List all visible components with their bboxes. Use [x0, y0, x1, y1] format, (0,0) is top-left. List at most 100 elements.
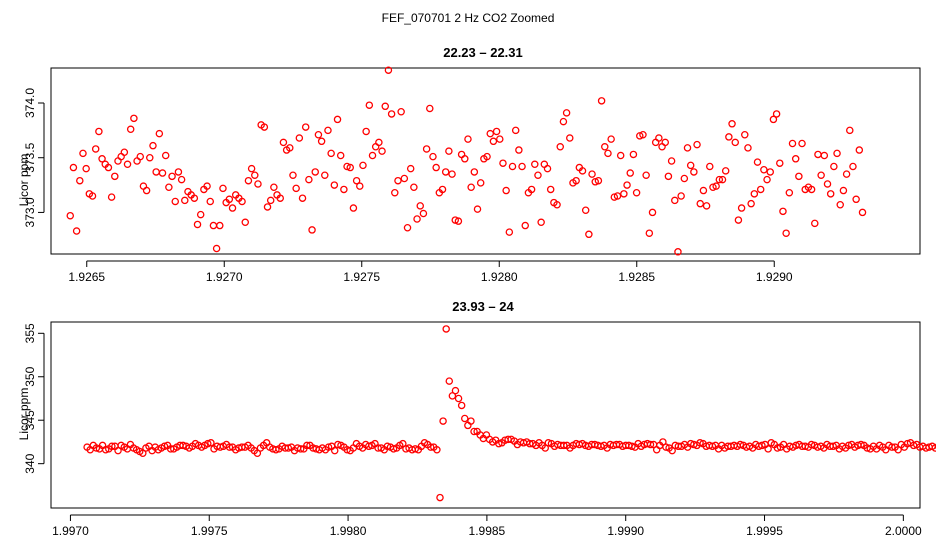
panel-top-data-point [616, 151, 625, 160]
panel-top-data-point [161, 151, 170, 160]
panel-top-data-point [295, 134, 304, 142]
panel-top-data-point [725, 133, 733, 141]
panel-top-data-point [340, 185, 348, 194]
page-title: FEF_070701 2 Hz CO2 Zoomed [382, 11, 555, 25]
panel-top-data-point [756, 185, 765, 194]
panel-top-data-point [104, 163, 113, 172]
panel-bottom-data-point [207, 439, 215, 447]
panel-top-data-point [216, 221, 224, 230]
panel-bottom-x-tick-label: 2.0000 [885, 524, 922, 538]
panel-top-data-point [375, 138, 383, 147]
panel-top-data-point [639, 130, 647, 139]
panel-top-data-point [527, 185, 536, 194]
panel-top-data-point [330, 181, 339, 189]
panel-top-data-point [623, 181, 631, 189]
panel-bottom-data-point [101, 446, 110, 454]
panel-top-data-point [636, 132, 644, 140]
panel-top-x-tick-label: 1.9280 [481, 270, 518, 284]
panel-bottom-x-tick-label: 1.9970 [52, 524, 89, 538]
panel-top-data-point [266, 196, 275, 205]
panel-top-data-point [515, 146, 523, 154]
panel-top-data-point [470, 168, 479, 176]
panel-top-data-point [209, 221, 218, 230]
panel-bottom-data-point [108, 442, 116, 451]
panel-top-data-point [833, 149, 841, 158]
panel-top-data-point [846, 126, 854, 135]
panel-bottom-data-point [365, 442, 373, 451]
panel-bottom-data-point [470, 427, 478, 436]
panel-top-data-point [645, 229, 654, 237]
panel-top-data-point [422, 145, 431, 153]
panel-top-data-point [537, 218, 545, 227]
panel-top-data-point [715, 175, 724, 184]
panel-top-data-point [489, 137, 498, 146]
panel-bottom-data-point [464, 421, 472, 430]
panel-top-y-tick-label: 373.0 [23, 197, 37, 227]
panel-top-data-point [457, 150, 466, 159]
panel-bottom-ylabel: Licor ppm [17, 388, 31, 441]
panel-top-data-point [855, 146, 864, 154]
panel-top-data-point [88, 192, 97, 200]
panel-top-data-point [693, 140, 701, 149]
panel-top-data-point [839, 186, 848, 195]
panel-top-data-point [438, 185, 447, 194]
panel-top-data-point [333, 115, 342, 124]
panel-top-data-point [798, 139, 806, 148]
panel-bottom-y-tick-label: 345 [23, 410, 37, 430]
panel-top-data-point [613, 192, 622, 200]
panel-top-data-point [702, 202, 711, 210]
panel-top-data-point [292, 184, 300, 193]
panel-top-data-point [69, 163, 78, 172]
panel-top-data-point [464, 135, 472, 143]
panel-top-data-point [737, 204, 746, 212]
panel-top-data-point [776, 159, 784, 167]
panel-bottom-plot-frame [50, 321, 921, 509]
panel-top-points [66, 66, 867, 256]
panel-top-data-point [451, 216, 459, 224]
panel-top-data-point [445, 147, 453, 155]
panel-top-data-point [696, 199, 704, 208]
panel-top-data-point [120, 148, 129, 156]
panel-top-data-point [152, 168, 160, 176]
panel-top-data-point [534, 171, 542, 179]
panel-top-data-point [146, 153, 154, 162]
panel-top-x-tick-label: 1.9270 [206, 270, 243, 284]
panel-top-data-point [371, 143, 380, 151]
panel-top-data-point [365, 101, 374, 109]
panel-top-data-point [279, 138, 288, 147]
panel-top-data-point [741, 130, 749, 139]
panel-top-data-point [753, 158, 762, 166]
panel-top-data-point [76, 176, 84, 185]
panel-top-x-tick-label: 1.9265 [68, 270, 105, 284]
panel-top-data-point [566, 134, 574, 142]
panel-bottom-data-point [773, 444, 782, 452]
panel-bottom-data-point [445, 377, 454, 385]
panel-top-data-point [830, 162, 838, 171]
panel-top-data-point [718, 175, 727, 184]
panel-top-data-point [562, 109, 571, 117]
panel-top-data-point [849, 162, 857, 171]
panel-top-data-point [505, 228, 514, 236]
panel-bottom-x-tick-label: 1.9995 [746, 524, 783, 538]
panel-top-data-point [410, 183, 418, 192]
panel-top-data-point [114, 157, 122, 165]
panel-top-data-point [212, 244, 221, 253]
panel-top-data-point [683, 144, 692, 152]
panel-bottom-data-point [442, 325, 450, 333]
panel-top-data-point [664, 172, 673, 181]
panel-top-data-point [508, 162, 517, 171]
panel-top-data-point [426, 104, 434, 113]
panel-top-plot-frame [50, 67, 921, 255]
panel-top: 22.23 – 22.31 Licor ppm 1.9265 1.9270 1.92… [17, 45, 921, 284]
panel-bottom-data-point [736, 440, 745, 449]
panel-top-data-point [305, 175, 313, 184]
panel-top-data-point [416, 202, 424, 210]
panel-top-data-point [521, 221, 529, 230]
panel-bottom-y-tick-label: 350 [23, 366, 37, 386]
panel-top-x-axis: 1.9265 1.9270 1.9275 1.9280 1.9285 1.9290 [68, 260, 793, 284]
panel-top-data-point [661, 138, 669, 147]
panel-top-data-point [709, 183, 717, 192]
panel-top-data-point [499, 159, 507, 167]
panel-top-data-point [680, 174, 689, 183]
